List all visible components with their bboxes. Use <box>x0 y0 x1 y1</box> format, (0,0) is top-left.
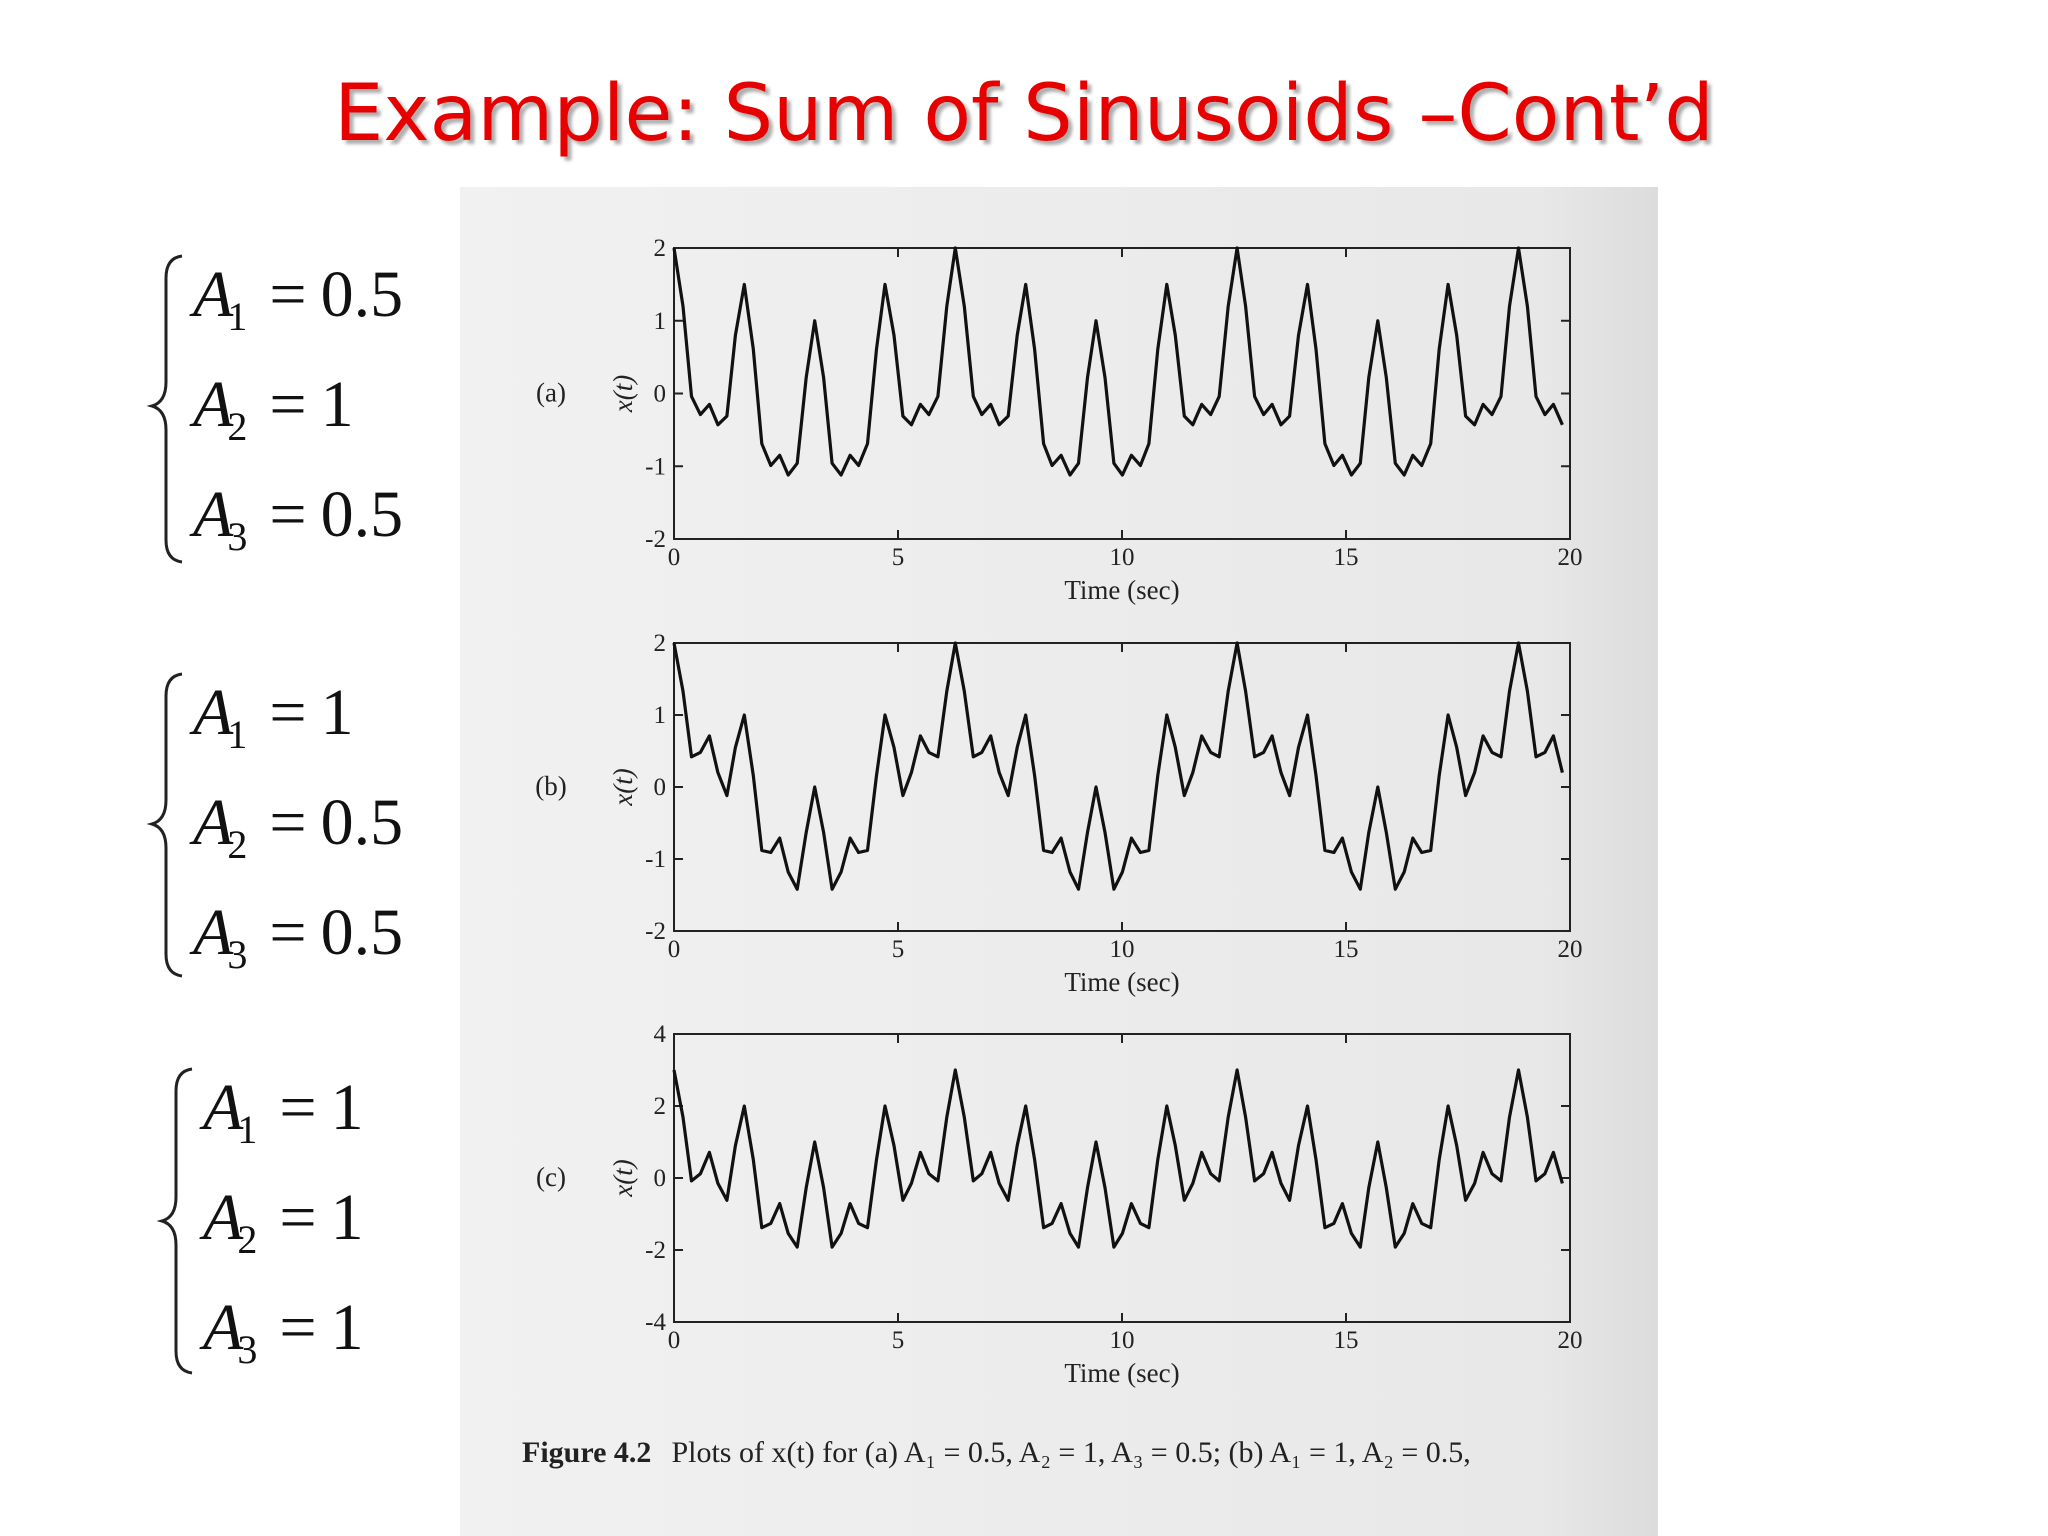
value: 1 <box>321 368 354 441</box>
value: 0.5 <box>321 258 404 331</box>
x-tick-label: 15 <box>1334 544 1359 571</box>
symbol: A <box>189 258 234 331</box>
equation: A3 = 1 <box>199 1291 364 1372</box>
caption-label: Figure 4.2 <box>522 1436 651 1469</box>
equation: A2 = 0.5 <box>189 786 403 867</box>
figure-caption: Figure 4.2 Plots of x(t) for (a) A₁ = 0.5… <box>522 1436 1471 1469</box>
x-tick-label: 10 <box>1110 544 1135 571</box>
subscript: 3 <box>237 1327 257 1372</box>
subscript: 2 <box>237 1217 257 1262</box>
x-tick-label: 10 <box>1110 936 1135 963</box>
x-tick-label: 0 <box>668 1327 681 1354</box>
operator: = <box>279 1181 316 1254</box>
y-tick-label: 2 <box>654 235 667 262</box>
x-axis-label: Time (sec) <box>1064 575 1179 605</box>
symbol: A <box>199 1071 244 1144</box>
y-tick-label: 2 <box>654 1093 667 1120</box>
x-tick-label: 0 <box>668 936 681 963</box>
operator: = <box>269 368 306 441</box>
value: 1 <box>321 676 354 749</box>
plot: 0 5 10 15 20 -4 -2 0 2 4 Time (sec) x(t) (c) <box>536 1021 1582 1388</box>
equation: A2 = 1 <box>189 368 354 449</box>
y-tick-label: -1 <box>645 846 666 873</box>
y-tick-label: -2 <box>645 526 666 553</box>
plot: 0 5 10 15 20 -2 -1 0 1 2 Time (sec) x(t) (b) <box>535 630 1582 997</box>
x-tick-label: 20 <box>1558 544 1583 571</box>
y-tick-label: 4 <box>654 1021 667 1048</box>
scanned-figure <box>460 187 1658 1536</box>
subscript: 1 <box>227 294 247 339</box>
symbol: A <box>189 896 234 969</box>
y-axis-label: x(t) <box>608 1159 638 1197</box>
x-tick-label: 20 <box>1558 936 1583 963</box>
equation: A3 = 0.5 <box>189 896 403 977</box>
equation: A1 = 1 <box>189 676 354 757</box>
value: 0.5 <box>321 478 404 551</box>
operator: = <box>269 258 306 331</box>
y-tick-label: -2 <box>645 918 666 945</box>
value: 0.5 <box>321 786 404 859</box>
signal-line <box>672 641 1564 891</box>
x-tick-label: 15 <box>1334 936 1359 963</box>
value: 0.5 <box>321 896 404 969</box>
x-tick-label: 15 <box>1334 1327 1359 1354</box>
y-tick-label: 0 <box>654 774 667 801</box>
x-tick-label: 10 <box>1110 1327 1135 1354</box>
braces <box>146 254 193 1375</box>
subscript: 1 <box>227 712 247 757</box>
slide-title: Example: Sum of Sinusoids –Cont’d <box>334 69 1714 159</box>
panel-label: (a) <box>536 378 566 408</box>
y-tick-label: 0 <box>654 381 667 408</box>
x-axis-label: Time (sec) <box>1064 1358 1179 1388</box>
caption-text: Plots of x(t) for (a) A₁ = 0.5, A₂ = 1, … <box>671 1436 1470 1469</box>
subscript: 3 <box>227 932 247 977</box>
operator: = <box>269 676 306 749</box>
x-tick-label: 0 <box>668 544 681 571</box>
panel-label: (c) <box>536 1162 566 1192</box>
equation: A1 = 0.5 <box>189 258 403 339</box>
subscript: 1 <box>237 1107 257 1152</box>
signal-line <box>672 246 1564 477</box>
x-axis-label: Time (sec) <box>1064 967 1179 997</box>
value: 1 <box>331 1291 364 1364</box>
symbol: A <box>189 786 234 859</box>
subscript: 2 <box>227 822 247 867</box>
y-tick-label: 1 <box>654 702 667 729</box>
symbol: A <box>189 478 234 551</box>
y-tick-label: -1 <box>645 453 666 480</box>
x-tick-label: 5 <box>892 936 905 963</box>
x-tick-label: 20 <box>1558 1327 1583 1354</box>
equation: A1 = 1 <box>199 1071 364 1152</box>
equation: A2 = 1 <box>199 1181 364 1262</box>
subscript: 2 <box>227 404 247 449</box>
y-tick-label: 0 <box>654 1165 667 1192</box>
x-tick-label: 5 <box>892 1327 905 1354</box>
symbol: A <box>189 368 234 441</box>
subscript: 3 <box>227 514 247 559</box>
symbol: A <box>199 1291 244 1364</box>
operator: = <box>269 786 306 859</box>
y-tick-label: 2 <box>654 630 667 657</box>
signal-line <box>672 1068 1564 1249</box>
operator: = <box>269 478 306 551</box>
panel-label: (b) <box>535 771 566 801</box>
operator: = <box>269 896 306 969</box>
value: 1 <box>331 1181 364 1254</box>
plot: 0 5 10 15 20 -2 -1 0 1 2 Time (sec) x(t) (a) <box>536 235 1582 605</box>
y-tick-label: -4 <box>645 1309 666 1336</box>
operator: = <box>279 1291 316 1364</box>
symbol: A <box>189 676 234 749</box>
y-axis-label: x(t) <box>608 375 638 413</box>
y-tick-label: -2 <box>645 1237 666 1264</box>
operator: = <box>279 1071 316 1144</box>
x-tick-label: 5 <box>892 544 905 571</box>
value: 1 <box>331 1071 364 1144</box>
symbol: A <box>199 1181 244 1254</box>
equation: A3 = 0.5 <box>189 478 403 559</box>
y-axis-label: x(t) <box>608 768 638 806</box>
y-tick-label: 1 <box>654 308 667 335</box>
